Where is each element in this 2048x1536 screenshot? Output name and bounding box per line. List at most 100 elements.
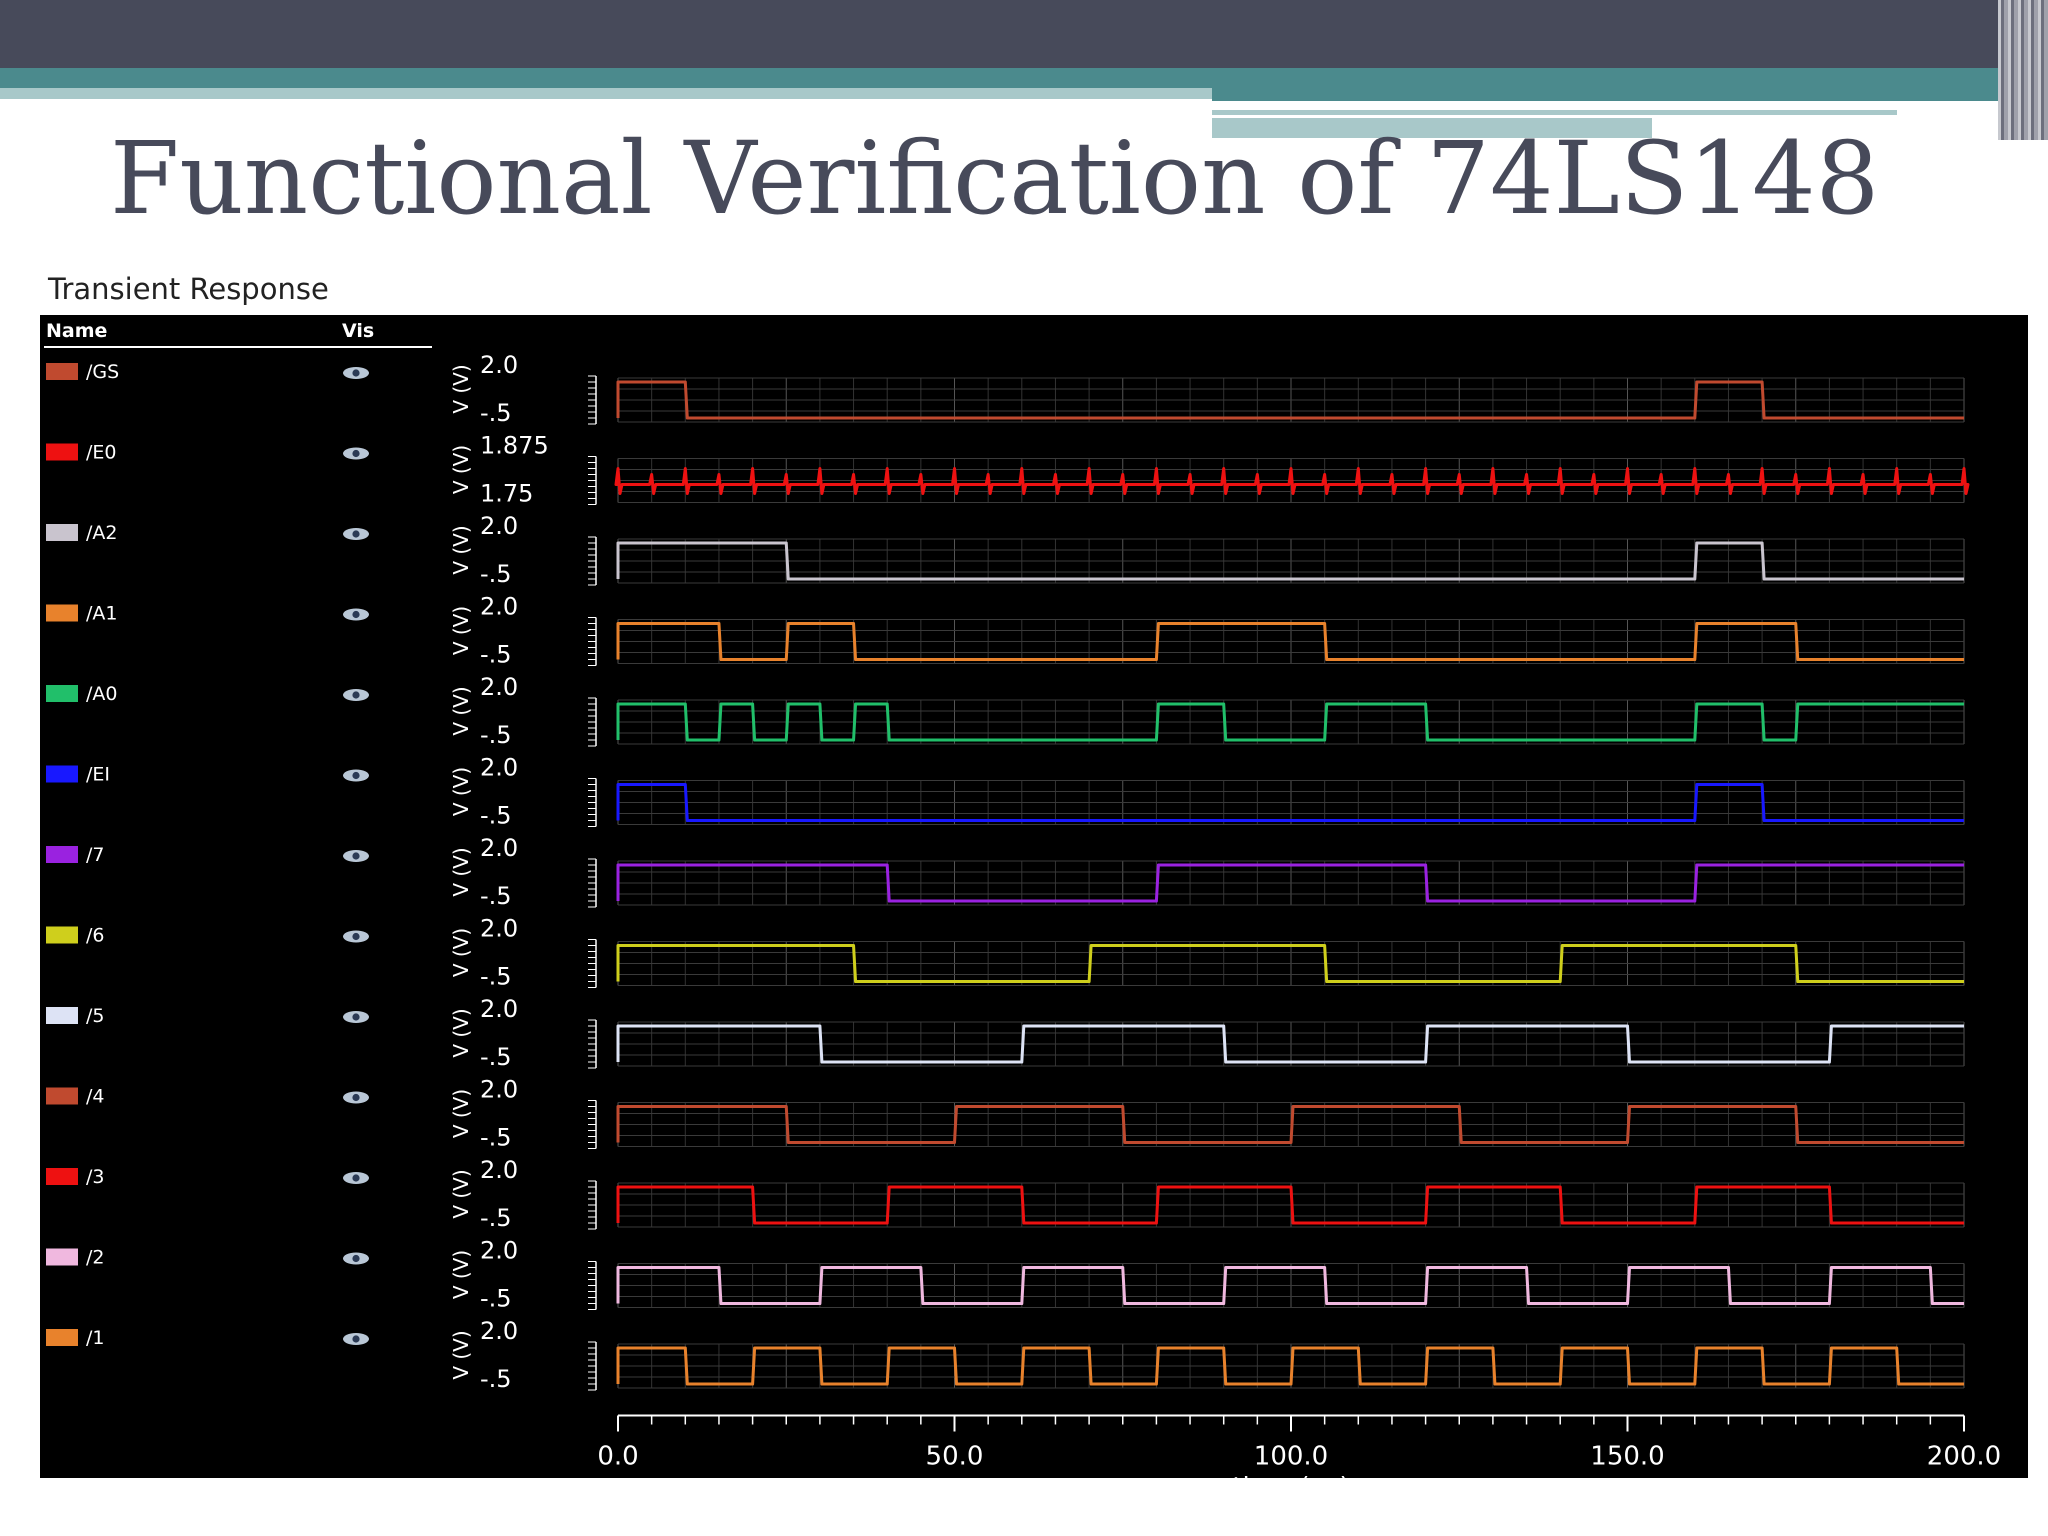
plot-area <box>614 377 1970 1389</box>
signal-color-swatch <box>46 524 78 541</box>
eye-pupil <box>352 1335 360 1343</box>
visibility-eye-icon[interactable] <box>343 769 369 782</box>
visibility-eye-icon[interactable] <box>343 930 369 943</box>
header-teal-bar <box>0 68 2000 88</box>
trace-4 <box>616 1105 1964 1144</box>
y-tick-top: 2.0 <box>480 754 518 782</box>
signal-color-swatch <box>46 1007 78 1024</box>
y-tick-bottom: -.5 <box>480 802 512 830</box>
x-tick-label: 200.0 <box>1927 1442 2001 1472</box>
x-tick-label: 100.0 <box>1254 1442 1328 1472</box>
panel-title: Transient Response <box>48 272 329 306</box>
visibility-eye-icon[interactable] <box>343 1333 369 1345</box>
visibility-eye-icon[interactable] <box>343 367 369 379</box>
trace-ei <box>616 783 1964 822</box>
y-tick-bottom: -.5 <box>480 1043 512 1071</box>
y-tick-bottom: -.5 <box>480 399 512 427</box>
visibility-eye-icon[interactable] <box>343 1172 369 1184</box>
visibility-eye-icon[interactable] <box>343 608 369 621</box>
y-tick-top: 2.0 <box>480 915 518 943</box>
x-tick-label: 150.0 <box>1590 1442 1664 1472</box>
signal-list: /GS V (V) 2.0 -.5/E0 V (V) 1.875 1.75/A2 V (V) 2… <box>46 351 597 1393</box>
y-axis-label: V (V) <box>449 686 473 735</box>
y-tick-bottom: 1.75 <box>480 480 533 508</box>
y-tick-top: 2.0 <box>480 834 518 862</box>
waveform-panel: Name Vis /GS V (V) 2.0 -.5/E0 V (V) 1.875 1.75… <box>40 315 2028 1478</box>
visibility-eye-icon[interactable] <box>343 1252 369 1265</box>
y-axis-label: V (V) <box>449 606 473 655</box>
header-teal-bar-right <box>1212 88 2002 101</box>
signal-name: /1 <box>86 1327 105 1349</box>
header-dark-bar <box>0 0 2048 68</box>
visibility-eye-icon[interactable] <box>343 1011 369 1023</box>
x-tick-label: 50.0 <box>926 1442 984 1472</box>
y-tick-top: 2.0 <box>480 1237 518 1265</box>
y-tick-bottom: -.5 <box>480 963 512 991</box>
signal-name: /3 <box>86 1166 105 1188</box>
visibility-eye-icon[interactable] <box>343 528 369 540</box>
y-tick-bottom: -.5 <box>480 560 512 588</box>
y-axis-label: V (V) <box>449 1008 473 1057</box>
y-axis-label: V (V) <box>449 928 473 977</box>
signal-color-swatch <box>46 1248 78 1266</box>
visibility-eye-icon[interactable] <box>343 1091 369 1104</box>
signal-name: /E0 <box>86 442 117 464</box>
trace-a0 <box>616 702 1964 742</box>
visibility-eye-icon[interactable] <box>343 447 369 460</box>
y-axis-label: V (V) <box>449 445 473 494</box>
visibility-eye-icon[interactable] <box>343 689 369 701</box>
signal-color-swatch <box>46 1168 78 1185</box>
y-tick-bottom: -.5 <box>480 1124 512 1152</box>
y-tick-top: 2.0 <box>480 673 518 701</box>
signal-color-swatch <box>46 604 78 622</box>
header-gap <box>1652 118 2012 132</box>
y-axis-label: V (V) <box>449 847 473 896</box>
y-tick-bottom: -.5 <box>480 1285 512 1313</box>
y-tick-top: 1.875 <box>480 432 549 460</box>
y-tick-top: 2.0 <box>480 1317 518 1345</box>
signal-color-swatch <box>46 846 78 863</box>
eye-pupil <box>352 852 360 860</box>
header-light-bar-right <box>1212 110 1897 115</box>
header-light-bar <box>0 88 1212 99</box>
signal-color-swatch <box>46 1087 78 1105</box>
trace-2 <box>616 1266 1964 1305</box>
trace-7 <box>616 863 1964 903</box>
trace-6 <box>616 944 1964 983</box>
header-stripes <box>1998 0 2048 140</box>
signal-name: /2 <box>86 1247 105 1269</box>
eye-pupil <box>352 449 360 458</box>
trace-a1 <box>616 622 1964 661</box>
signal-color-swatch <box>46 685 78 702</box>
y-axis-label: V (V) <box>449 1169 473 1218</box>
signal-name: /A1 <box>86 603 118 625</box>
vis-column-header: Vis <box>342 320 374 342</box>
eye-pupil <box>352 771 360 780</box>
trace-e0 <box>614 467 1970 495</box>
y-tick-top: 2.0 <box>480 995 518 1023</box>
eye-pupil <box>352 1013 360 1021</box>
y-tick-top: 2.0 <box>480 593 518 621</box>
signal-name: /A2 <box>86 522 118 544</box>
signal-name: /GS <box>86 361 119 383</box>
y-tick-top: 2.0 <box>480 512 518 540</box>
y-tick-bottom: -.5 <box>480 641 512 669</box>
y-tick-top: 2.0 <box>480 1076 518 1104</box>
signal-name: /6 <box>86 925 105 947</box>
eye-pupil <box>352 369 360 377</box>
y-axis-label: V (V) <box>449 1330 473 1379</box>
signal-name: /A0 <box>86 683 118 705</box>
eye-pupil <box>352 932 360 941</box>
x-axis-label: time (ns) <box>1232 1473 1349 1479</box>
x-tick-label: 0.0 <box>597 1442 638 1472</box>
eye-pupil <box>352 1254 360 1263</box>
y-tick-top: 2.0 <box>480 1156 518 1184</box>
signal-color-swatch <box>46 926 78 944</box>
eye-pupil <box>352 610 360 619</box>
signal-color-swatch <box>46 765 78 783</box>
y-tick-bottom: -.5 <box>480 1365 512 1393</box>
visibility-eye-icon[interactable] <box>343 850 369 862</box>
eye-pupil <box>352 1174 360 1182</box>
eye-pupil <box>352 530 360 538</box>
signal-name: /4 <box>86 1086 105 1108</box>
